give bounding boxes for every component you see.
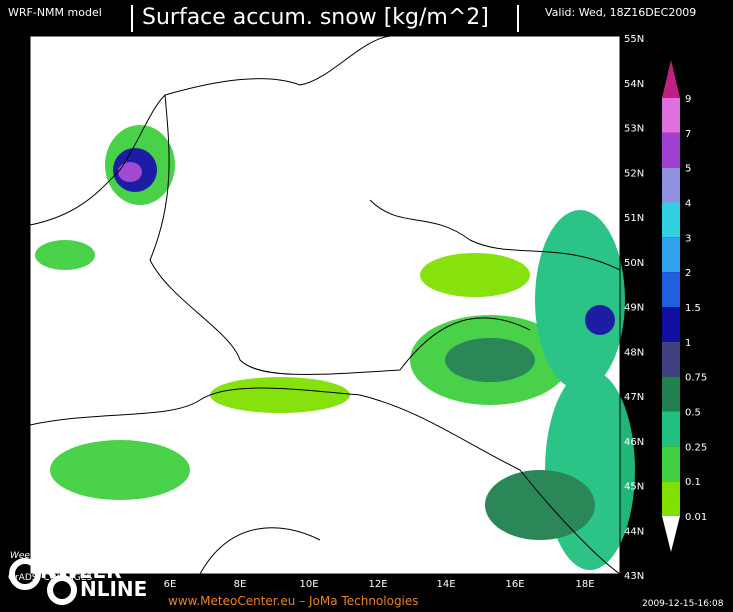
colorbar-segment bbox=[662, 202, 680, 238]
colorbar-segment bbox=[662, 307, 680, 342]
logo-mark bbox=[9, 558, 41, 590]
lat-label: 52N bbox=[624, 168, 644, 179]
colorbar-label: 5 bbox=[685, 164, 691, 175]
lat-label: 48N bbox=[624, 347, 644, 358]
timestamp: 2009-12-15-16:08 bbox=[642, 599, 724, 609]
colorbar-segment bbox=[662, 167, 680, 203]
lon-label: 6E bbox=[164, 579, 177, 590]
lat-label: 54N bbox=[624, 79, 644, 90]
colorbar-segment bbox=[662, 237, 680, 273]
lat-label: 47N bbox=[624, 392, 644, 403]
colorbar-segment bbox=[662, 132, 680, 168]
colorbar-arrow bbox=[662, 516, 680, 552]
site-credit: www.MeteoCenter.eu – JoMa Technologies bbox=[168, 594, 419, 608]
map-frame bbox=[29, 35, 621, 575]
logo-line: NLINE bbox=[80, 577, 147, 601]
colorbar-label: 0.5 bbox=[685, 408, 701, 419]
lon-label: 16E bbox=[505, 579, 524, 590]
lat-label: 55N bbox=[624, 34, 644, 45]
colorbar-label: 2 bbox=[685, 268, 691, 279]
colorbar-segment bbox=[662, 446, 680, 482]
lat-label: 50N bbox=[624, 258, 644, 269]
logo-slogan: Weer of geen weer, altijd actueel! bbox=[10, 551, 162, 561]
colorbar-label: 9 bbox=[685, 94, 691, 105]
colorbar-label: 4 bbox=[685, 199, 691, 210]
logo-mark bbox=[47, 575, 77, 605]
snow-areas bbox=[35, 125, 635, 570]
colorbar-segment bbox=[662, 272, 680, 307]
colorbar-label: 0.1 bbox=[685, 477, 701, 488]
lat-label: 53N bbox=[624, 124, 644, 135]
lon-label: 14E bbox=[436, 579, 455, 590]
lat-label: 46N bbox=[624, 437, 644, 448]
lon-label: 8E bbox=[234, 579, 247, 590]
colorbar-arrow bbox=[662, 60, 680, 98]
borders bbox=[29, 35, 621, 575]
colorbar-segment bbox=[662, 411, 680, 447]
colorbar-segment bbox=[662, 376, 680, 412]
lat-label: 45N bbox=[624, 482, 644, 493]
lat-label: 51N bbox=[624, 213, 644, 224]
lat-label: 49N bbox=[624, 303, 644, 314]
lat-label: 43N bbox=[624, 571, 644, 582]
colorbar-segment bbox=[662, 98, 680, 133]
lon-label: 18E bbox=[575, 579, 594, 590]
colorbar-label: 3 bbox=[685, 233, 691, 244]
lon-label: 10E bbox=[299, 579, 318, 590]
colorbar-label: 0.25 bbox=[685, 442, 707, 453]
grads-credit: GrADS: COLA/IGES bbox=[8, 573, 92, 583]
title: Surface accum. snow [kg/m^2] bbox=[142, 5, 489, 30]
model-label: WRF-NMM model bbox=[8, 6, 102, 19]
colorbar-segment bbox=[662, 481, 680, 516]
colorbar-label: 0.75 bbox=[685, 373, 707, 384]
valid-time: Valid: Wed, 18Z16DEC2009 bbox=[545, 6, 696, 19]
colorbar-label: 1.5 bbox=[685, 303, 701, 314]
colorbar-label: 0.01 bbox=[685, 512, 707, 523]
colorbar-segment bbox=[662, 341, 680, 377]
lat-label: 44N bbox=[624, 526, 644, 537]
colorbar-label: 1 bbox=[685, 338, 691, 349]
lon-label: 12E bbox=[368, 579, 387, 590]
colorbar-label: 7 bbox=[685, 129, 691, 140]
